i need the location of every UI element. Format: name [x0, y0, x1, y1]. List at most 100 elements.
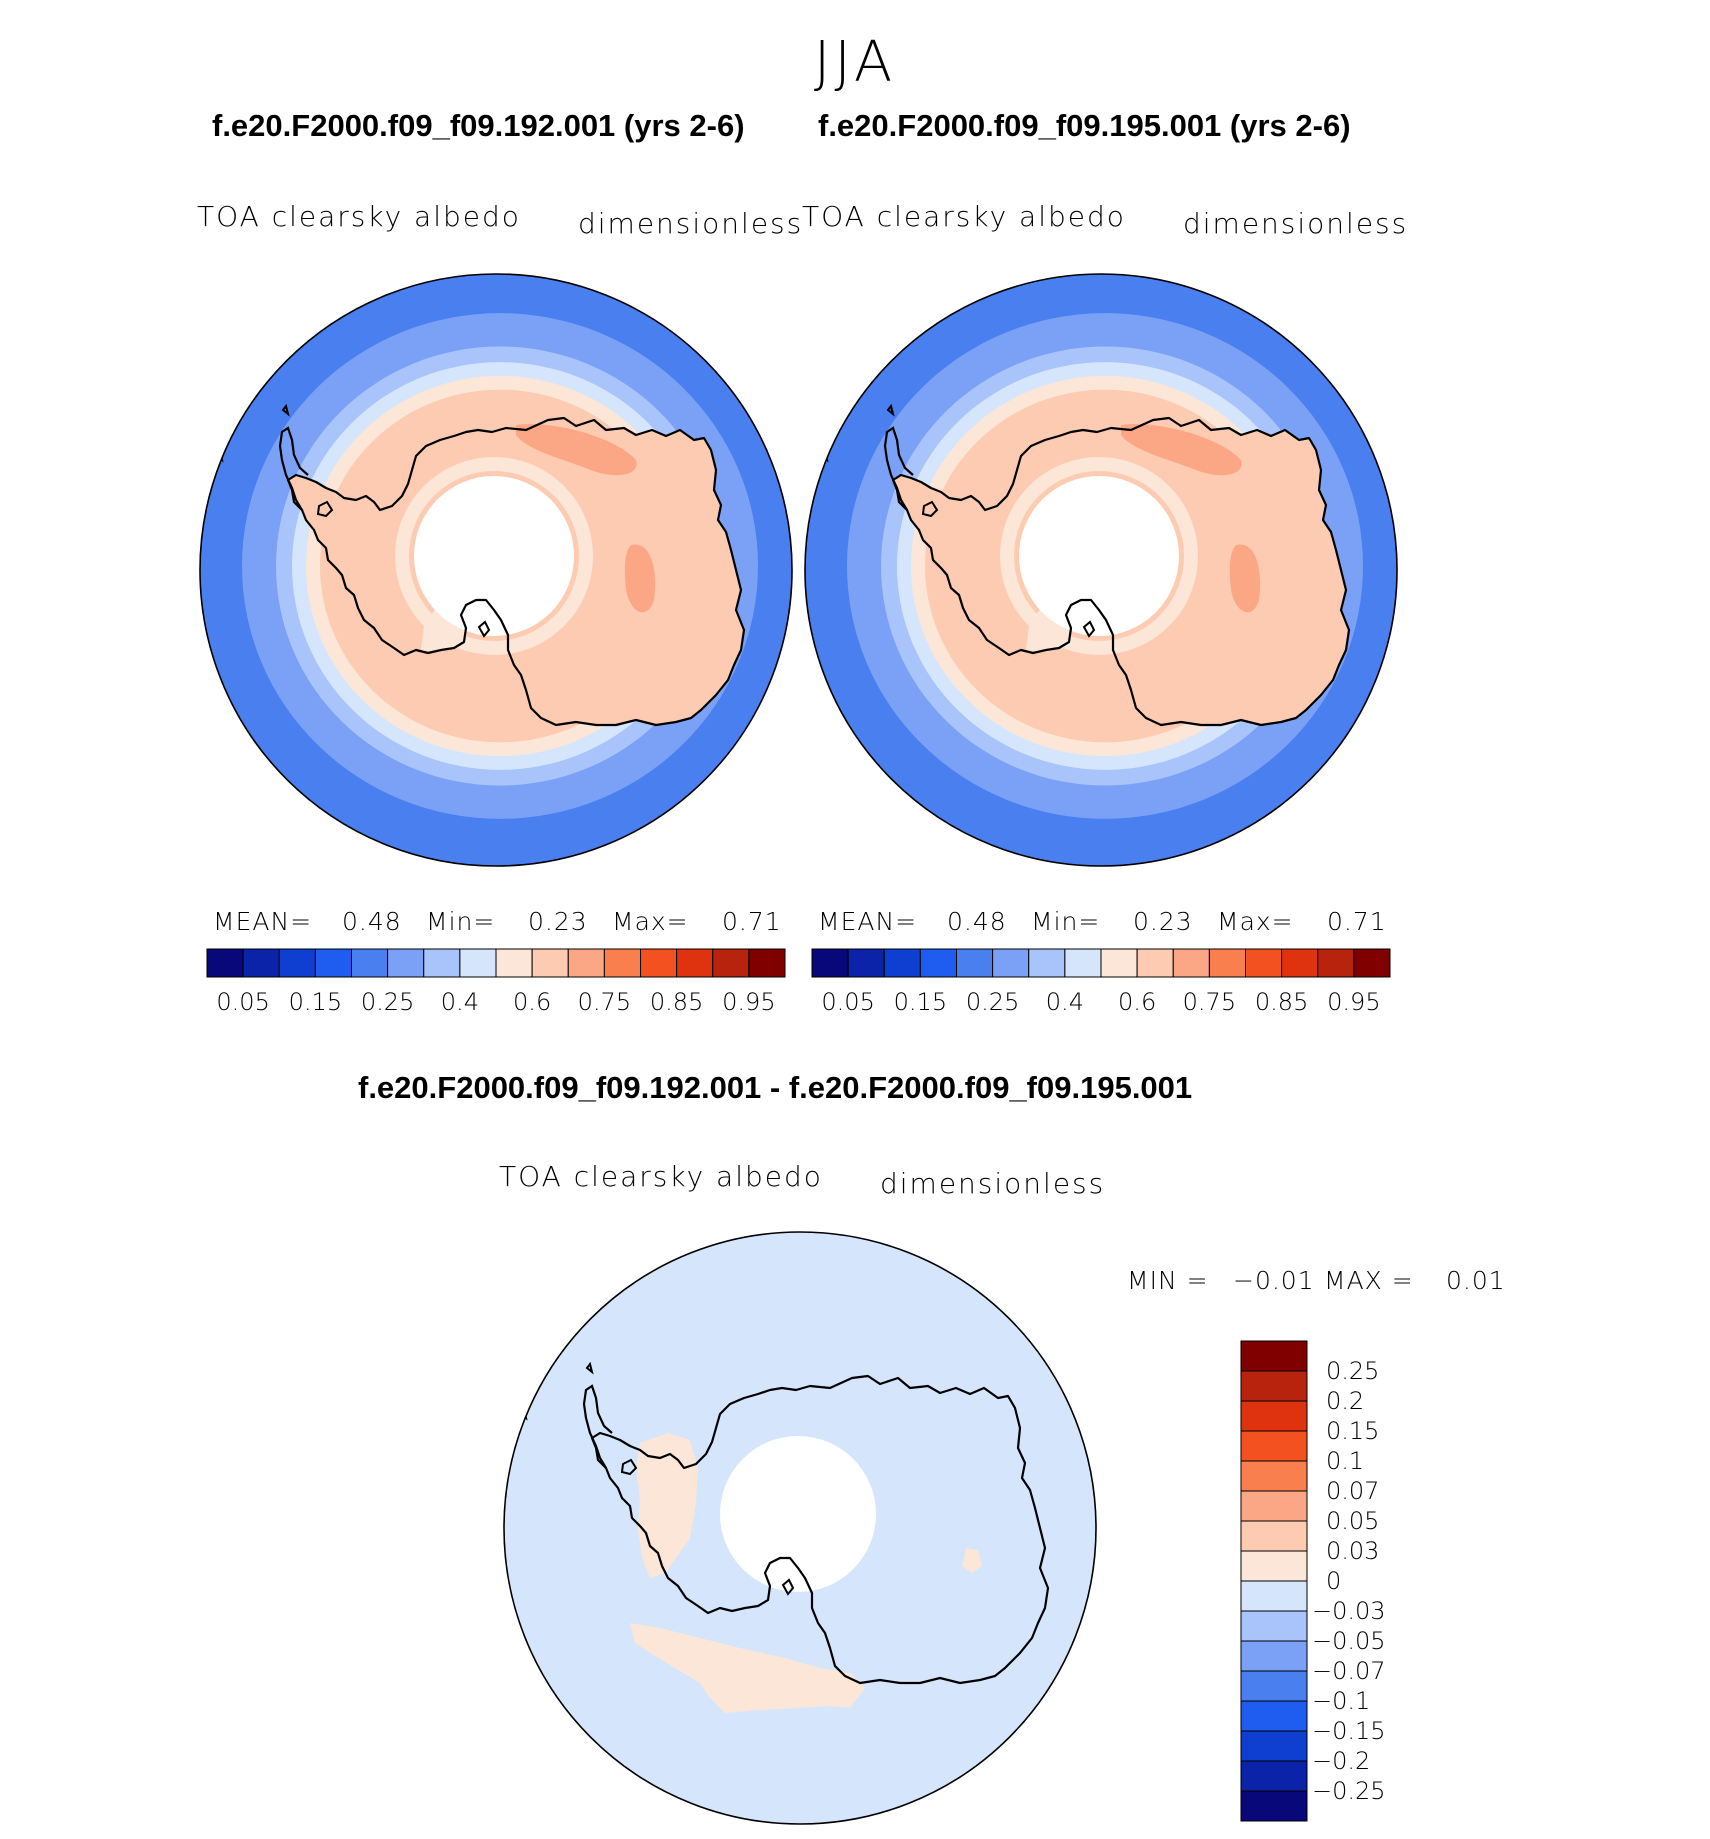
colorbar-swatch — [531, 948, 569, 978]
colorbar-swatch — [847, 948, 885, 978]
diff-units: dimensionless — [880, 1167, 1106, 1200]
contour-halo — [1000, 457, 1198, 655]
colorbar-tick-label: −0.07 — [1312, 1657, 1386, 1685]
colorbar-swatch — [992, 948, 1030, 978]
panel-left-units: dimensionless — [578, 207, 804, 240]
colorbar-tick-label: 0.75 — [577, 988, 632, 1016]
colorbar-swatch — [956, 948, 994, 978]
colorbar-swatch — [1100, 948, 1138, 978]
colorbar-swatch — [1240, 1400, 1308, 1432]
colorbar-swatch — [1240, 1460, 1308, 1492]
colorbar-swatch — [1172, 948, 1210, 978]
colorbar-tick-label: 0 — [1326, 1567, 1342, 1595]
colorbar-tick-label: 0.95 — [1327, 988, 1381, 1016]
island-outline — [281, 403, 290, 417]
albedo-maximum-region — [516, 424, 637, 476]
map-border — [503, 1231, 1097, 1825]
colorbar-swatch — [1240, 1370, 1308, 1402]
colorbar-swatch — [1240, 1670, 1308, 1702]
peninsula-coastline — [278, 426, 309, 511]
colorbar-swatch — [1240, 1520, 1308, 1552]
colorbar-tick-label: 0.75 — [1182, 988, 1237, 1016]
colorbar-swatch — [206, 948, 244, 978]
diff-variable: TOA clearsky albedo — [499, 1160, 823, 1193]
colorbar-difference — [1240, 1340, 1308, 1822]
colorbar-right-labels: 0.05 0.15 0.25 0.4 0.6 0.75 0.85 0.95 — [811, 988, 1391, 1018]
colorbar-swatch — [387, 948, 425, 978]
colorbar-tick-label: 0.6 — [1118, 988, 1157, 1016]
colorbar-swatch — [1317, 948, 1355, 978]
case-title-right: f.e20.F2000.f09_f09.195.001 (yrs 2-6) — [818, 108, 1351, 143]
case-title-left: f.e20.F2000.f09_f09.192.001 (yrs 2-6) — [212, 108, 745, 143]
colorbar-tick-label: −0.1 — [1312, 1687, 1371, 1715]
colorbar-left-labels: 0.05 0.15 0.25 0.4 0.6 0.75 0.85 0.95 — [206, 988, 786, 1018]
stats-right-max-label: Max= — [1217, 907, 1294, 936]
colorbar-swatch — [919, 948, 957, 978]
island-outline — [316, 500, 334, 518]
stats-left-max-label: Max= — [612, 907, 689, 936]
colorbar-swatch — [1281, 948, 1319, 978]
colorbar-tick-label: 0.1 — [1326, 1447, 1365, 1475]
diff-max: 0.01 — [1446, 1266, 1506, 1295]
colorbar-swatch — [640, 948, 678, 978]
colorbar-tick-label: −0.15 — [1312, 1717, 1386, 1745]
colorbar-tick-label: −0.2 — [1312, 1747, 1371, 1775]
colorbar-swatch — [1240, 1490, 1308, 1522]
polar-map-difference — [503, 1231, 1097, 1825]
positive-difference-region — [962, 1548, 982, 1573]
map-border — [199, 273, 793, 867]
colorbar-tick-label: 0.25 — [1326, 1357, 1380, 1385]
colorbar-tick-label: −0.03 — [1312, 1597, 1386, 1625]
colorbar-left — [206, 948, 786, 978]
polar-map-right — [804, 273, 1398, 867]
colorbar-swatch — [495, 948, 533, 978]
panel-right-variable: TOA clearsky albedo — [802, 200, 1126, 233]
colorbar-swatch — [1240, 1430, 1308, 1462]
stats-left-max: 0.71 — [722, 907, 782, 936]
colorbar-tick-label: 0.6 — [513, 988, 552, 1016]
colorbar-swatch — [459, 948, 497, 978]
diff-min-label: MIN = — [1127, 1266, 1209, 1295]
colorbar-swatch — [1240, 1640, 1308, 1672]
colorbar-swatch — [1353, 948, 1391, 978]
colorbar-right — [811, 948, 1391, 978]
colorbar-swatch — [278, 948, 316, 978]
colorbar-swatch — [1240, 1610, 1308, 1642]
colorbar-swatch — [811, 948, 849, 978]
polar-night-missing-data — [1019, 476, 1179, 636]
peninsula-coastline — [582, 1384, 613, 1469]
colorbar-swatch — [748, 948, 786, 978]
colorbar-tick-label: 0.25 — [965, 988, 1020, 1016]
colorbar-swatch — [423, 948, 461, 978]
stats-right-max: 0.71 — [1327, 907, 1387, 936]
colorbar-tick-label: 0.15 — [893, 988, 948, 1016]
colorbar-swatch — [1136, 948, 1174, 978]
island-outline — [886, 403, 895, 417]
colorbar-swatch — [1240, 1550, 1308, 1582]
panel-left-variable: TOA clearsky albedo — [197, 200, 521, 233]
colorbar-tick-label: 0.15 — [1326, 1417, 1380, 1445]
colorbar-tick-label: 0.05 — [821, 988, 875, 1016]
diff-max-label: MAX = — [1324, 1266, 1414, 1295]
contour-halo — [395, 457, 593, 655]
island-outline — [477, 620, 491, 638]
polar-map-left — [199, 273, 793, 867]
colorbar-tick-label: 0.03 — [1326, 1537, 1380, 1565]
colorbar-swatch — [883, 948, 921, 978]
stats-left-min: 0.23 — [528, 907, 588, 936]
map-border — [804, 273, 1398, 867]
albedo-maximum-region — [1229, 544, 1261, 613]
colorbar-tick-label: 0.85 — [649, 988, 704, 1016]
island-outline — [585, 1361, 594, 1375]
island-outline — [620, 1458, 638, 1476]
colorbar-swatch — [1240, 1790, 1308, 1822]
colorbar-swatch — [1240, 1730, 1308, 1762]
island-outline — [781, 1578, 795, 1596]
stats-right-mean-label: MEAN= — [818, 907, 918, 936]
stats-right-mean: 0.48 — [947, 907, 1007, 936]
stats-left-min-label: Min= — [426, 907, 496, 936]
colorbar-swatch — [1028, 948, 1066, 978]
colorbar-swatch — [1240, 1760, 1308, 1792]
colorbar-tick-label: 0.15 — [288, 988, 343, 1016]
colorbar-swatch — [1240, 1700, 1308, 1732]
